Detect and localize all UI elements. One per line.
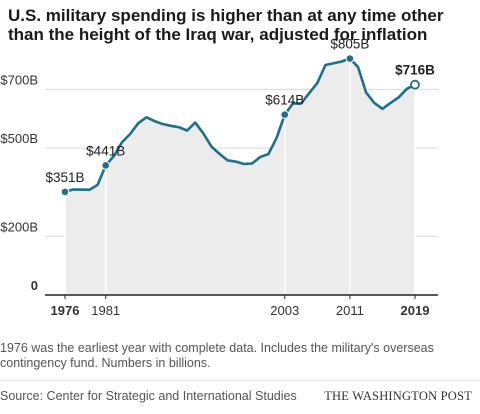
data-point bbox=[410, 79, 420, 90]
footer: Source: Center for Strategic and Interna… bbox=[0, 389, 472, 405]
data-point bbox=[101, 161, 110, 170]
data-point bbox=[280, 110, 290, 119]
x-tick-label: 2011 bbox=[336, 303, 364, 318]
area-fill bbox=[65, 58, 415, 295]
data-point bbox=[60, 187, 70, 197]
data-label: $805B bbox=[330, 37, 369, 52]
military-spending-chart: 0 $200B $500B $700B 1976 1981 2003 2011 2019 $35… bbox=[0, 37, 438, 318]
axes: 0 $200B $500B $700B 1976 1981 2003 2011 2019 bbox=[0, 72, 438, 318]
data-label: $716B bbox=[395, 63, 435, 78]
annotation-guides bbox=[64, 58, 416, 295]
series-area bbox=[65, 58, 415, 295]
x-tick-label: 2019 bbox=[401, 303, 430, 318]
y-tick-label: $700B bbox=[0, 72, 38, 87]
y-tick-label: $200B bbox=[0, 219, 38, 234]
data-label: $441B bbox=[86, 143, 125, 158]
x-tick-label: 1976 bbox=[51, 303, 80, 318]
data-label: $614B bbox=[265, 93, 304, 108]
source-credit: Source: Center for Strategic and Interna… bbox=[0, 389, 297, 403]
y-tick-label: 0 bbox=[31, 278, 38, 293]
data-label: $351B bbox=[45, 170, 84, 185]
x-tick-label: 1981 bbox=[91, 303, 120, 318]
footer-divider bbox=[0, 380, 480, 381]
publisher-logo: THE WASHINGTON POST bbox=[324, 389, 472, 403]
chart-note: 1976 was the earliest year with complete… bbox=[0, 341, 434, 370]
series-line bbox=[63, 57, 417, 194]
x-tick-label: 2003 bbox=[270, 303, 299, 318]
annotation-labels: $351B$441B $614B $805B $716B bbox=[45, 37, 435, 185]
series-path bbox=[63, 57, 417, 194]
y-tick-label: $500B bbox=[0, 131, 38, 146]
annotation-points bbox=[60, 54, 420, 197]
chart-title: U.S. military spending is higher than at… bbox=[8, 6, 444, 44]
data-point bbox=[345, 54, 355, 63]
